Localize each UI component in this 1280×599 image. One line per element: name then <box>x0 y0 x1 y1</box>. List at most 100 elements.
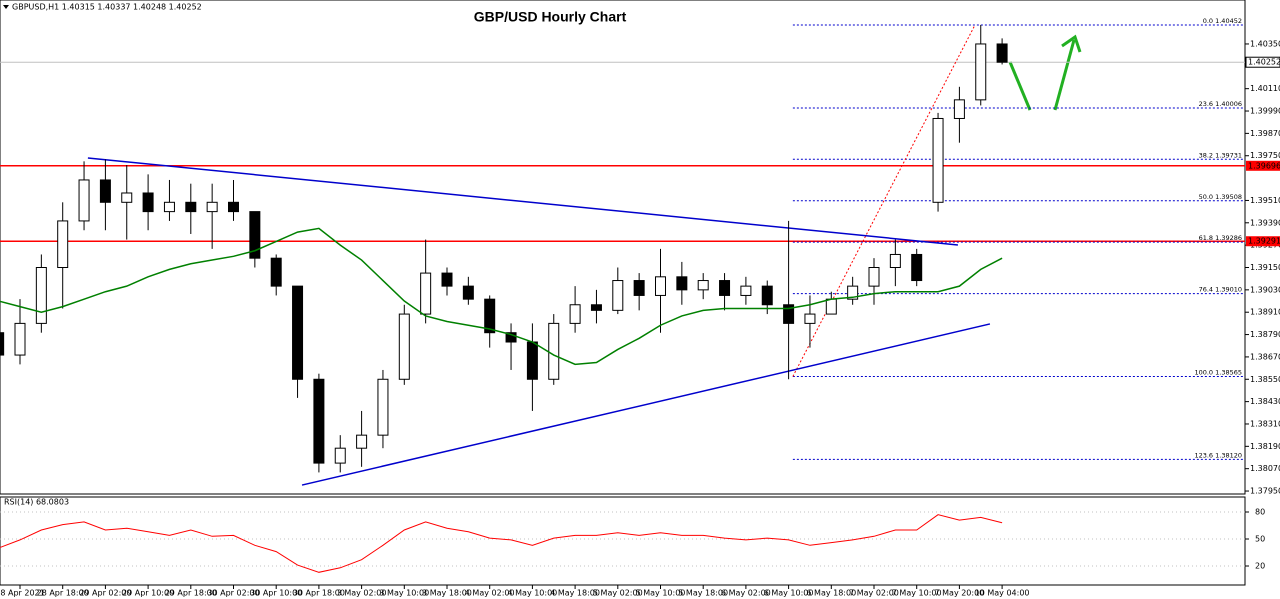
candle-body <box>185 201 197 213</box>
trendline <box>87 157 958 246</box>
fib-label: 100.0 1.38565 <box>1194 368 1242 376</box>
level-label-box <box>1246 160 1280 171</box>
candle-body <box>313 378 325 464</box>
rsi-tick-label: 20 <box>1255 562 1265 571</box>
x-tick-label: 4 May 02:00 <box>465 589 515 598</box>
rsi-line <box>0 514 1003 573</box>
candle-body <box>761 285 773 306</box>
candle-body <box>142 192 154 213</box>
chart-title: GBP/USD Hourly Chart <box>474 9 627 25</box>
candle-body <box>484 298 496 334</box>
arrow-up <box>1053 39 1076 111</box>
rsi-tick-label: 50 <box>1255 535 1265 544</box>
x-tick-label: 7 May 10:00 <box>892 589 942 598</box>
candle-body <box>804 313 816 324</box>
candle-body <box>783 304 795 324</box>
x-tick-label: 28 Apr 18:00 <box>37 589 89 598</box>
x-tick-label: 5 May 10:00 <box>636 589 686 598</box>
candle-body <box>377 378 389 436</box>
y-tick-label: 1.38070 <box>1250 464 1280 473</box>
candle-body <box>398 313 410 380</box>
current-price-label: 1.40252 <box>1248 58 1280 67</box>
x-tick-label: 6 May 18:00 <box>806 589 856 598</box>
candle-body <box>441 272 453 287</box>
x-tick-label: 4 May 10:00 <box>508 589 558 598</box>
y-tick-label: 1.37950 <box>1250 487 1280 496</box>
y-tick-label: 1.38670 <box>1250 352 1280 361</box>
candle-body <box>57 220 69 269</box>
candle-body <box>334 447 346 464</box>
y-tick-label: 1.39510 <box>1250 196 1280 205</box>
level-label: 1.39696 <box>1248 161 1280 170</box>
y-tick-label: 1.39030 <box>1250 285 1280 294</box>
fib-label: 23.6 1.40006 <box>1199 100 1242 108</box>
x-tick-label: 28 Apr 2021 <box>0 589 45 598</box>
x-tick-label: 3 May 18:00 <box>422 589 472 598</box>
x-tick-label: 3 May 10:00 <box>379 589 429 598</box>
y-tick-label: 1.39150 <box>1250 263 1280 272</box>
fib-label: 61.8 1.39286 <box>1199 234 1242 242</box>
level-label-box <box>1246 236 1280 247</box>
trendline <box>301 323 991 486</box>
candle-body <box>953 99 965 119</box>
y-tick-label: 1.40110 <box>1250 84 1280 93</box>
y-tick-label: 1.39390 <box>1250 218 1280 227</box>
candle-body <box>35 267 47 324</box>
rsi-panel <box>0 496 1246 586</box>
y-tick-label: 1.39870 <box>1250 129 1280 138</box>
y-tick-label: 1.38430 <box>1250 397 1280 406</box>
candle-body <box>975 43 987 101</box>
x-tick-label: 5 May 02:00 <box>593 589 643 598</box>
rsi-tick-label: 80 <box>1255 508 1265 517</box>
y-tick-label: 1.38190 <box>1250 442 1280 451</box>
y-tick-label: 1.38550 <box>1250 375 1280 384</box>
candle-body <box>740 285 752 296</box>
x-tick-label: 6 May 02:00 <box>721 589 771 598</box>
candle-body <box>676 276 688 291</box>
candle-body <box>292 285 304 380</box>
candle-body <box>78 179 90 222</box>
fib-label: 38.2 1.39731 <box>1199 151 1242 159</box>
y-tick-label: 1.39990 <box>1250 107 1280 116</box>
candle-body <box>14 322 26 356</box>
fib-label: 50.0 1.39508 <box>1199 193 1242 201</box>
x-tick-label: 29 Apr 18:00 <box>165 589 217 598</box>
y-tick-label: 1.38910 <box>1250 308 1280 317</box>
candle-body <box>526 341 538 380</box>
moving-average <box>0 227 1003 366</box>
candle-body <box>420 272 432 315</box>
forecast-arrows <box>1008 34 1082 111</box>
candle-body <box>590 304 602 311</box>
candle-body <box>99 179 111 203</box>
x-tick-label: 30 Apr 18:00 <box>293 589 345 598</box>
candle-body <box>505 332 517 343</box>
x-tick-label: 6 May 10:00 <box>764 589 814 598</box>
candle-body <box>697 280 709 291</box>
y-tick-label: 1.39750 <box>1250 151 1280 160</box>
x-tick-label: 7 May 20:00 <box>935 589 985 598</box>
candle-body <box>911 253 923 282</box>
candle-body <box>270 257 282 287</box>
x-tick-label: 4 May 18:00 <box>550 589 600 598</box>
candle-body <box>889 253 901 269</box>
candle-body <box>121 192 133 203</box>
candle-body <box>996 43 1008 63</box>
menu-arrow <box>3 5 9 9</box>
y-tick-label: 1.38310 <box>1250 419 1280 428</box>
x-tick-label: 5 May 18:00 <box>678 589 728 598</box>
y-tick-label: 1.38790 <box>1250 330 1280 339</box>
arrow-head <box>1061 34 1082 53</box>
candle-body <box>0 332 5 356</box>
x-tick-label: 10 May 04:00 <box>975 589 1030 598</box>
candle-body <box>163 201 175 213</box>
rsi-title: RSI(14) 68.0803 <box>4 498 69 507</box>
candle-body <box>633 280 645 296</box>
current-price-box <box>1245 56 1280 68</box>
arrow-down <box>1008 61 1032 111</box>
y-tick-label: 1.40350 <box>1250 39 1280 48</box>
level-label: 1.39291 <box>1248 237 1280 246</box>
candle-body <box>825 298 837 315</box>
candle-body <box>932 117 944 203</box>
x-tick-label: 30 Apr 10:00 <box>250 589 302 598</box>
